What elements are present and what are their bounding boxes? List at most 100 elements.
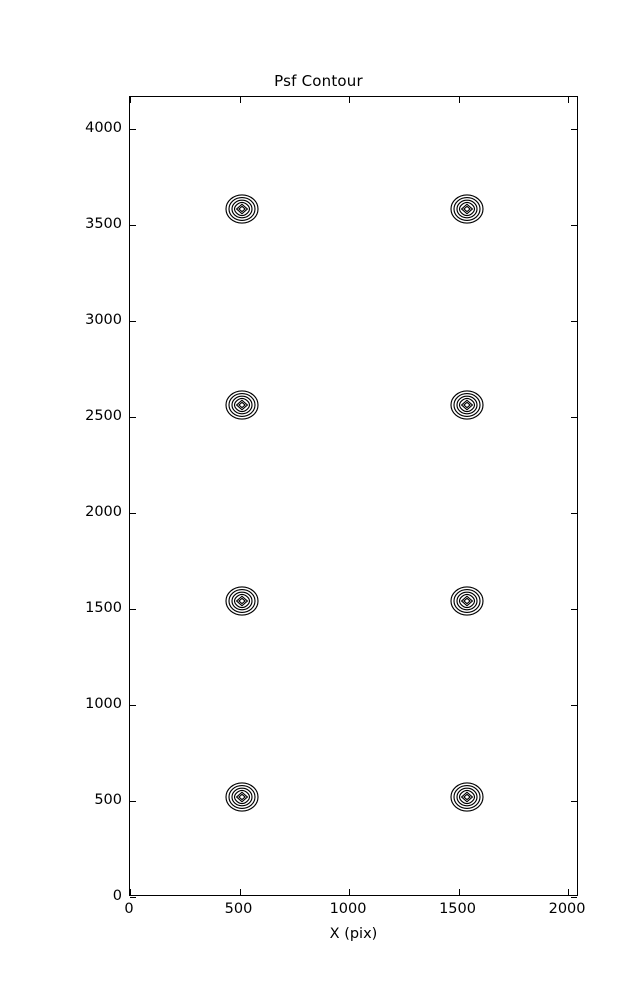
y-tick-mark [130, 704, 136, 707]
y-tick-mark [130, 320, 136, 323]
contour-level-0 [450, 782, 484, 812]
contour-level-2 [231, 787, 253, 807]
y-tick-mark-right [571, 608, 577, 611]
contour-level-4 [460, 595, 474, 607]
contour-level-5 [462, 597, 471, 605]
contour-level-2 [231, 591, 253, 611]
y-tick-mark-right [571, 320, 577, 323]
psf-contour-cluster [225, 586, 259, 616]
contour-level-0 [450, 194, 484, 225]
psf-contour-cluster [225, 390, 259, 420]
x-tick-mark-top [349, 97, 351, 103]
contour-level-5 [238, 793, 247, 801]
psf-contour-cluster [450, 194, 484, 225]
y-tick-mark-right [571, 416, 577, 419]
contour-level-2 [456, 787, 478, 807]
y-tick-mark [130, 897, 136, 899]
y-tick-mark [130, 416, 136, 419]
contour-level-3 [458, 789, 475, 805]
y-tick-label: 3000 [85, 311, 122, 328]
page-title: Psf Contour [274, 72, 363, 90]
plot-area [130, 97, 577, 895]
psf-contour-cluster [450, 390, 484, 420]
contour-level-2 [231, 199, 253, 219]
y-tick-mark-right [571, 224, 577, 227]
x-tick-mark-top [568, 97, 570, 103]
contour-level-4 [460, 399, 474, 411]
y-tick-label: 3500 [85, 215, 122, 232]
contour-level-4 [235, 203, 249, 215]
contour-level-1 [453, 197, 481, 222]
psf-contour-cluster [225, 782, 259, 812]
y-tick-label: 1000 [85, 695, 122, 712]
contour-level-0 [225, 390, 259, 420]
contour-level-2 [456, 591, 478, 611]
contour-level-3 [234, 789, 251, 805]
x-axis-label: X (pix) [329, 926, 378, 942]
contour-level-4 [460, 203, 474, 215]
contour-level-3 [234, 202, 251, 217]
x-tick-mark [239, 889, 241, 895]
contour-level-1 [228, 589, 256, 614]
y-tick-mark-right [571, 704, 577, 707]
contour-level-0 [450, 586, 484, 616]
contour-level-4 [235, 399, 249, 411]
contour-level-0 [225, 586, 259, 616]
contour-level-1 [228, 785, 256, 810]
x-tick-label: 2000 [548, 901, 586, 917]
y-tick-mark [130, 128, 136, 130]
y-tick-label: 2500 [85, 407, 122, 424]
contour-level-5 [238, 401, 247, 409]
contour-level-0 [225, 194, 259, 225]
contour-level-5 [462, 401, 471, 409]
contour-level-5 [238, 205, 247, 213]
contour-level-3 [458, 594, 475, 609]
contour-level-0 [450, 390, 484, 420]
contour-level-2 [456, 395, 478, 415]
contour-level-5 [462, 793, 471, 801]
contour-level-4 [460, 791, 474, 803]
contour-level-5 [462, 205, 471, 213]
y-tick-mark [130, 224, 136, 227]
contour-level-3 [458, 202, 475, 217]
y-tick-mark-right [571, 128, 577, 130]
y-tick-mark [130, 512, 136, 515]
y-tick-mark-right [571, 512, 577, 515]
y-tick-mark-right [571, 897, 577, 899]
contour-level-3 [234, 398, 251, 413]
x-tick-mark-top [458, 97, 460, 103]
contour-level-1 [228, 393, 256, 418]
x-tick-label: 0 [124, 901, 134, 917]
contour-level-1 [453, 785, 481, 810]
y-tick-label: 2000 [85, 503, 122, 520]
contour-level-3 [234, 594, 251, 609]
contour-level-2 [231, 395, 253, 415]
x-tick-mark [568, 889, 570, 895]
x-tick-mark [458, 889, 460, 895]
contour-level-4 [235, 595, 249, 607]
y-tick-label: 0 [112, 888, 122, 904]
x-tick-label: 1000 [329, 901, 367, 917]
x-tick-label: 500 [224, 901, 253, 917]
contour-level-4 [235, 791, 249, 803]
x-tick-mark [130, 889, 132, 895]
contour-level-1 [453, 393, 481, 418]
contour-level-5 [238, 597, 247, 605]
y-tick-mark-right [571, 800, 577, 803]
contour-level-1 [453, 589, 481, 614]
x-tick-mark-top [239, 97, 241, 103]
x-tick-mark [349, 889, 351, 895]
y-tick-label: 4000 [85, 119, 122, 136]
contour-level-2 [456, 199, 478, 219]
y-tick-label: 1500 [85, 599, 122, 616]
x-tick-label: 1500 [439, 901, 476, 917]
y-tick-mark [130, 608, 136, 611]
psf-contour-cluster [450, 782, 484, 812]
y-tick-label: 500 [94, 791, 122, 808]
contour-level-0 [225, 782, 259, 812]
plot-axes-frame [129, 96, 578, 899]
psf-contour-cluster [225, 194, 259, 225]
x-tick-mark-top [130, 97, 132, 103]
contour-level-1 [228, 197, 256, 222]
